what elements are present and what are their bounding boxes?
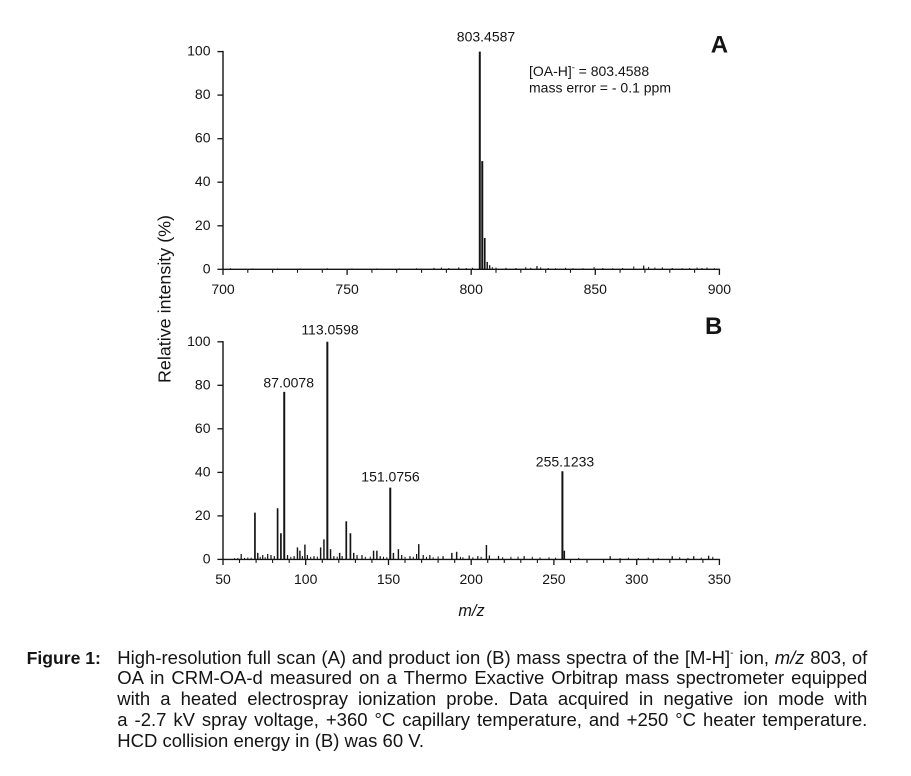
svg-text:850: 850	[584, 281, 608, 297]
svg-text:A: A	[711, 31, 728, 58]
svg-text:150: 150	[377, 571, 401, 587]
svg-text:80: 80	[195, 86, 211, 102]
svg-text:100: 100	[187, 43, 211, 59]
svg-text:250: 250	[542, 571, 566, 587]
svg-text:750: 750	[335, 281, 359, 297]
svg-text:0: 0	[203, 260, 211, 276]
svg-text:100: 100	[187, 333, 211, 349]
svg-text:151.0756: 151.0756	[361, 468, 420, 484]
svg-text:40: 40	[195, 463, 211, 479]
svg-text:Relative intensity (%): Relative intensity (%)	[155, 215, 175, 383]
svg-text:m/z: m/z	[458, 602, 484, 620]
svg-text:40: 40	[195, 173, 211, 189]
svg-text:803.4587: 803.4587	[457, 29, 516, 45]
svg-text:100: 100	[294, 571, 318, 587]
svg-text:60: 60	[195, 420, 211, 436]
svg-text:800: 800	[460, 281, 484, 297]
svg-text:80: 80	[195, 376, 211, 392]
svg-text:200: 200	[460, 571, 484, 587]
svg-text:300: 300	[625, 571, 649, 587]
svg-text:350: 350	[708, 571, 732, 587]
svg-text:113.0598: 113.0598	[301, 322, 359, 338]
svg-text:mass error = - 0.1 ppm: mass error = - 0.1 ppm	[529, 80, 671, 96]
svg-text:20: 20	[195, 217, 211, 233]
svg-text:60: 60	[195, 130, 211, 146]
svg-text:[OA-H]- = 803.4588: [OA-H]- = 803.4588	[529, 63, 649, 80]
svg-text:700: 700	[211, 281, 235, 297]
svg-text:B: B	[705, 313, 722, 340]
svg-text:900: 900	[708, 281, 732, 297]
svg-text:255.1233: 255.1233	[536, 454, 595, 470]
svg-text:0: 0	[203, 550, 211, 566]
svg-text:20: 20	[195, 507, 211, 523]
svg-text:50: 50	[215, 571, 231, 587]
svg-text:87.0078: 87.0078	[263, 375, 314, 391]
